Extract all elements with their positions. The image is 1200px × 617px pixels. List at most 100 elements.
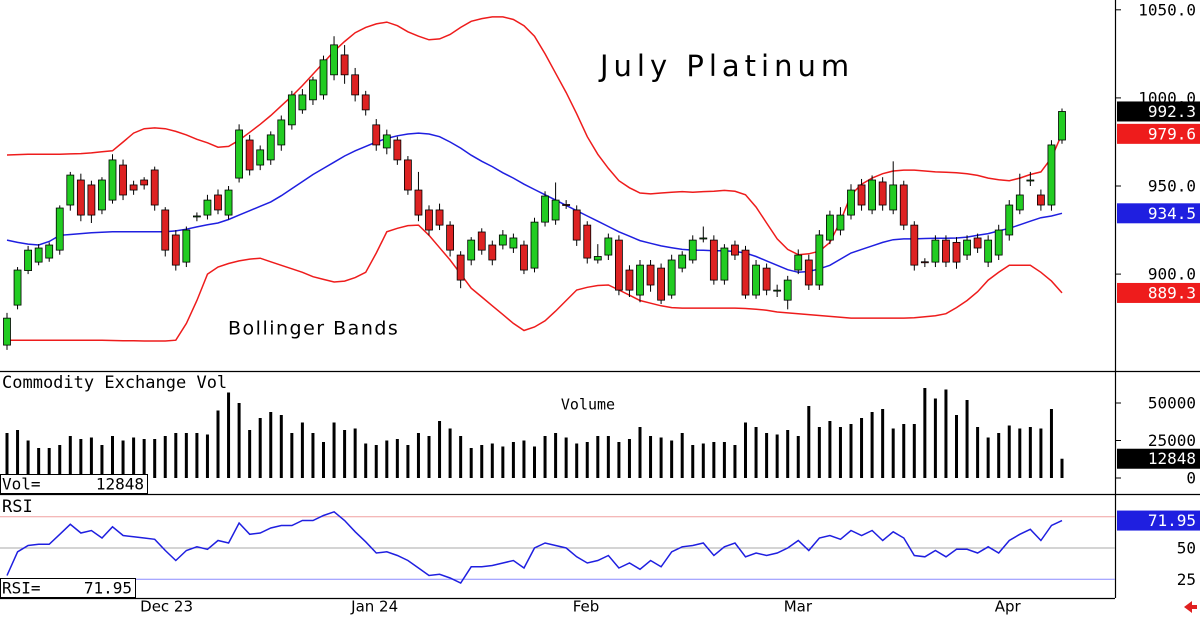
candle-body: [203, 199, 212, 216]
candle-body: [1037, 194, 1045, 206]
candle-body: [287, 94, 296, 126]
candle-body: [1058, 111, 1066, 141]
candle-body: [509, 237, 518, 249]
volume-bar: [290, 433, 294, 478]
candle-body: [55, 207, 64, 251]
y-tick-label: 25: [1177, 570, 1196, 589]
candle-body: [773, 289, 782, 292]
candle-body: [847, 189, 855, 216]
volume-bar: [448, 428, 452, 478]
volume-bar: [649, 436, 653, 478]
annotation: Bollinger Bands: [228, 318, 399, 340]
candle-body: [878, 181, 887, 206]
volume-bar: [986, 437, 990, 478]
scroll-arrow[interactable]: [1184, 601, 1197, 613]
volume-bar: [26, 440, 30, 478]
candle-body: [826, 214, 834, 241]
candle-body: [488, 244, 497, 261]
x-tick-label: Dec 23: [140, 598, 193, 616]
x-tick-label: Feb: [573, 598, 600, 616]
last-value-box: [1117, 448, 1200, 469]
candle-body: [161, 209, 170, 251]
volume-bar: [216, 410, 220, 478]
candle-body: [994, 229, 1003, 256]
candle-body: [393, 139, 402, 161]
candle-body: [98, 179, 106, 211]
volume-bar: [58, 445, 62, 478]
candle-body: [741, 249, 750, 296]
volume-bar: [955, 415, 958, 478]
readout-box: [0, 474, 148, 494]
readout-value: 71.95: [84, 579, 132, 598]
candle-body: [119, 164, 127, 196]
readout-box: [0, 578, 136, 598]
candle-body: [804, 259, 813, 286]
candle-body: [984, 239, 993, 263]
volume-bar: [111, 436, 114, 478]
candle-body: [920, 261, 929, 264]
volume-bar: [807, 406, 811, 478]
y-tick-label: 50000: [1148, 394, 1196, 413]
candle-body: [720, 247, 729, 281]
candle-body: [1026, 179, 1035, 182]
candle-body: [604, 237, 613, 256]
volume-bar: [311, 433, 315, 478]
volume-bar: [575, 443, 579, 478]
candle-body: [625, 269, 634, 291]
candle-body: [889, 184, 898, 211]
volume-bar: [849, 424, 853, 478]
candle-body: [868, 179, 876, 211]
volume-bar: [322, 442, 325, 478]
volume-bar: [891, 428, 895, 478]
candle-body: [372, 124, 381, 146]
band-line: [7, 224, 1063, 342]
candle-body: [1015, 194, 1024, 211]
readout-label: RSI=: [2, 579, 41, 598]
volume-bar: [89, 437, 93, 478]
last-value-label: 934.5: [1148, 204, 1196, 223]
candle-body: [636, 264, 644, 296]
candle-body: [931, 239, 940, 263]
volume-bar: [480, 445, 484, 478]
candle-body: [688, 239, 697, 261]
volume-bar: [195, 433, 199, 478]
candle-body: [256, 149, 265, 166]
volume-bar: [395, 439, 399, 478]
candle-body: [762, 267, 771, 291]
last-value-label: 12848: [1148, 449, 1196, 468]
candle-body: [351, 74, 360, 96]
x-tick-label: Jan 24: [350, 598, 398, 616]
candle-body: [150, 169, 159, 206]
volume-bar: [79, 439, 83, 478]
volume-bar: [786, 430, 790, 478]
volume-bar: [817, 427, 821, 478]
chart-title: July Platinum: [598, 49, 854, 83]
volume-bar: [184, 433, 188, 478]
readout-value: 12848: [96, 475, 144, 494]
candle-body: [678, 254, 687, 269]
candle-body: [709, 239, 718, 281]
volume-bar: [469, 448, 473, 478]
last-value-box: [1117, 123, 1200, 144]
candle-body: [414, 189, 423, 216]
candle-body: [214, 194, 222, 211]
volume-bar: [1028, 427, 1032, 478]
rsi-line: [6, 510, 1063, 584]
last-value-box: [1117, 282, 1200, 303]
volume-bar: [944, 389, 948, 478]
volume-bar: [5, 433, 9, 478]
candle-body: [973, 237, 982, 249]
candle-body: [836, 214, 845, 231]
volume-bar: [722, 442, 726, 478]
candle-body: [551, 199, 560, 221]
candle-body: [794, 254, 803, 271]
candle-body: [87, 184, 96, 216]
volume-bar: [406, 445, 410, 478]
last-value-box: [1117, 510, 1200, 531]
volume-bar: [828, 421, 832, 478]
candle-body: [361, 94, 370, 111]
candle-body: [899, 184, 908, 226]
candle-body: [541, 195, 549, 223]
y-tick-label: 50: [1177, 539, 1196, 558]
volume-bar: [132, 437, 136, 478]
